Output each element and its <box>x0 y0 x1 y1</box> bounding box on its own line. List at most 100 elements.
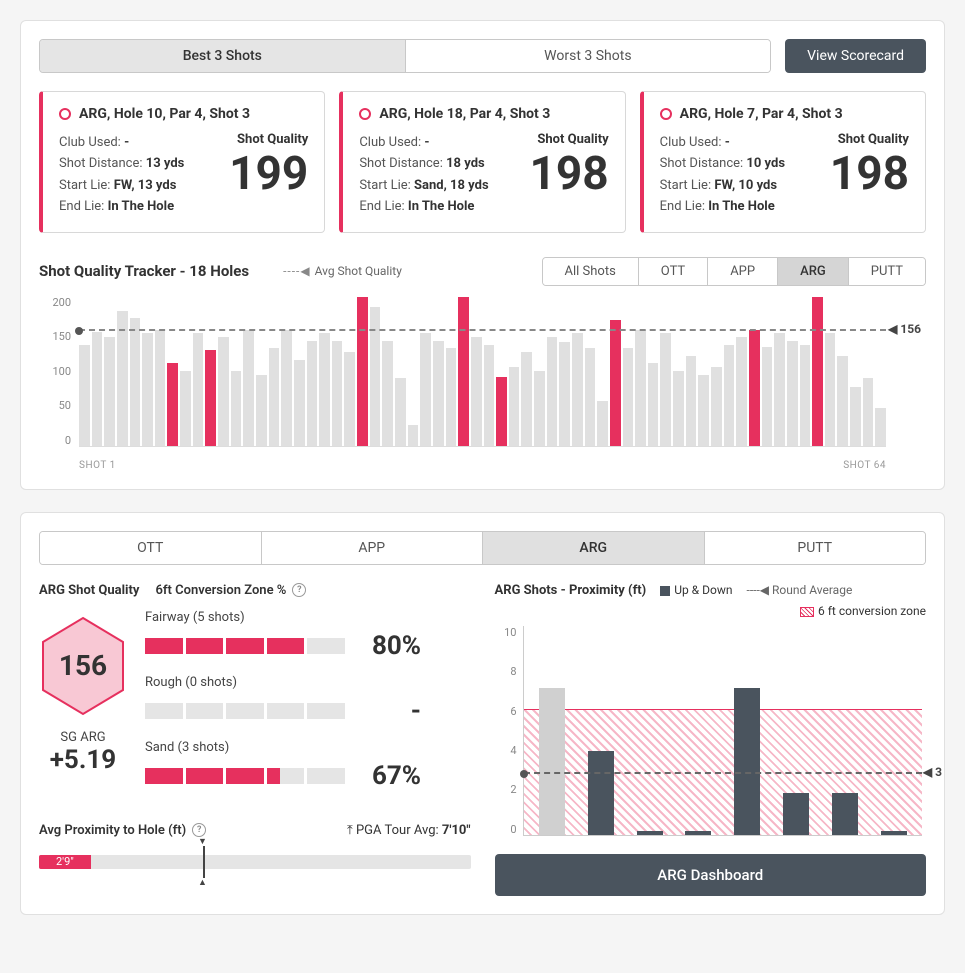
tracker-bar[interactable] <box>218 337 229 446</box>
tracker-bar[interactable] <box>130 318 141 446</box>
tracker-bar[interactable] <box>673 371 684 446</box>
help-icon[interactable]: ? <box>292 583 306 597</box>
tracker-bar[interactable] <box>269 348 280 446</box>
x-start: SHOT 1 <box>79 460 116 471</box>
tracker-bar[interactable] <box>774 333 785 446</box>
prox-bars <box>524 626 923 835</box>
tracker-bar[interactable] <box>610 320 621 446</box>
tracker-bar[interactable] <box>281 330 292 446</box>
tracker-bar[interactable] <box>205 350 216 446</box>
tracker-bar[interactable] <box>623 348 634 446</box>
tracker-bar[interactable] <box>319 333 330 446</box>
tracker-bar[interactable] <box>850 387 861 446</box>
tracker-bar[interactable] <box>167 363 178 446</box>
tracker-bar[interactable] <box>559 342 570 446</box>
tracker-bar[interactable] <box>307 341 318 446</box>
tracker-bar[interactable] <box>509 367 520 446</box>
tracker-bar[interactable] <box>484 345 495 446</box>
prox-chart-head: ARG Shots - Proximity (ft) Up & Down ---… <box>495 583 927 598</box>
tracker-bar[interactable] <box>243 330 254 446</box>
tracker-bar[interactable] <box>382 341 393 446</box>
tracker-bar[interactable] <box>547 337 558 446</box>
tracker-bar[interactable] <box>231 371 242 446</box>
tracker-bar[interactable] <box>660 333 671 446</box>
tracker-bar[interactable] <box>749 330 760 446</box>
prox-avg-line: ◀ 3 <box>524 772 923 774</box>
legend-zone: 6 ft conversion zone <box>800 604 926 618</box>
tracker-bar[interactable] <box>446 348 457 446</box>
tracker-tab-app[interactable]: APP <box>707 258 777 285</box>
view-scorecard-button[interactable]: View Scorecard <box>785 39 926 73</box>
tracker-bar[interactable] <box>155 330 166 446</box>
prox-bar[interactable] <box>539 688 565 834</box>
prox-bar[interactable] <box>783 793 809 835</box>
prox-bar[interactable] <box>685 831 711 835</box>
tracker-bar[interactable] <box>800 345 811 446</box>
tracker-bar[interactable] <box>698 375 709 446</box>
circle-icon <box>660 108 672 120</box>
tracker-bar[interactable] <box>736 337 747 446</box>
tracker-bar[interactable] <box>648 363 659 446</box>
tracker-y-axis: 200150100500 <box>39 296 77 447</box>
shot-card[interactable]: ARG, Hole 10, Par 4, Shot 3 Club Used: -… <box>39 91 325 233</box>
tracker-bar[interactable] <box>420 333 431 446</box>
tracker-bar[interactable] <box>686 356 697 446</box>
tracker-bar[interactable] <box>408 425 419 446</box>
tracker-bar[interactable] <box>863 378 874 446</box>
arg-dashboard-button[interactable]: ARG Dashboard <box>495 854 927 896</box>
prox-bar[interactable] <box>734 688 760 834</box>
shot-card[interactable]: ARG, Hole 18, Par 4, Shot 3 Club Used: -… <box>339 91 625 233</box>
shot-quality-block: Shot Quality 198 <box>830 132 909 218</box>
tracker-bar[interactable] <box>572 333 583 446</box>
tracker-bar[interactable] <box>585 348 596 446</box>
tracker-bar[interactable] <box>534 371 545 446</box>
tracker-bar[interactable] <box>294 360 305 446</box>
tracker-bar[interactable] <box>496 377 507 446</box>
tracker-bar[interactable] <box>635 330 646 446</box>
lower-tab-putt[interactable]: PUTT <box>704 532 926 564</box>
tracker-bar[interactable] <box>117 311 128 446</box>
tracker-bar[interactable] <box>344 352 355 446</box>
tracker-header: Shot Quality Tracker - 18 Holes Avg Shot… <box>39 257 926 286</box>
segment-worst-3-shots[interactable]: Worst 3 Shots <box>405 40 771 72</box>
tracker-bar[interactable] <box>92 332 103 446</box>
lower-tab-app[interactable]: APP <box>261 532 483 564</box>
tracker-tab-arg[interactable]: ARG <box>777 258 848 285</box>
left-column: ARG Shot Quality 6ft Conversion Zone % ?… <box>39 583 471 896</box>
tracker-bar[interactable] <box>79 345 90 446</box>
tracker-bar[interactable] <box>471 337 482 446</box>
tracker-bar[interactable] <box>142 333 153 446</box>
prox-bar[interactable] <box>588 751 614 835</box>
tracker-tab-putt[interactable]: PUTT <box>848 258 925 285</box>
prox-bar[interactable] <box>881 831 907 835</box>
tracker-bar[interactable] <box>597 401 608 446</box>
lower-tab-arg[interactable]: ARG <box>482 532 704 564</box>
tracker-tab-all-shots[interactable]: All Shots <box>543 258 638 285</box>
tracker-bar[interactable] <box>724 345 735 446</box>
prox-bar[interactable] <box>832 793 858 835</box>
tracker-bar[interactable] <box>104 337 115 446</box>
tracker-bar[interactable] <box>521 352 532 446</box>
segment-best-3-shots[interactable]: Best 3 Shots <box>40 40 405 72</box>
tracker-bar[interactable] <box>711 367 722 446</box>
tracker-bar[interactable] <box>180 371 191 446</box>
pga-avg: ⤒ PGA Tour Avg: 7'10" <box>347 823 471 838</box>
tracker-bar[interactable] <box>332 341 343 446</box>
shot-card[interactable]: ARG, Hole 7, Par 4, Shot 3 Club Used: - … <box>640 91 926 233</box>
tracker-bar[interactable] <box>395 378 406 446</box>
tracker-bar[interactable] <box>762 347 773 446</box>
tracker-bar[interactable] <box>875 408 886 446</box>
lower-tab-ott[interactable]: OTT <box>40 532 261 564</box>
tracker-bar[interactable] <box>812 297 823 446</box>
tracker-tab-ott[interactable]: OTT <box>638 258 707 285</box>
tracker-bar[interactable] <box>458 297 469 446</box>
tracker-bar[interactable] <box>433 341 444 446</box>
tracker-bar[interactable] <box>357 297 368 446</box>
tracker-bar[interactable] <box>370 307 381 446</box>
prox-bar[interactable] <box>637 831 663 835</box>
tracker-bar[interactable] <box>256 375 267 446</box>
tracker-bar[interactable] <box>787 341 798 446</box>
tracker-bar[interactable] <box>825 333 836 446</box>
tracker-bar[interactable] <box>837 356 848 446</box>
tracker-bar[interactable] <box>193 333 204 446</box>
